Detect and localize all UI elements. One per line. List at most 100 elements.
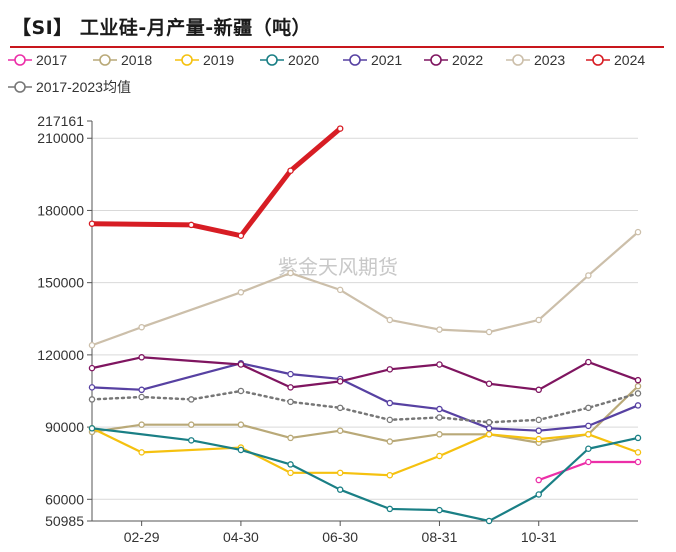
data-point[interactable] bbox=[386, 316, 394, 324]
legend-label: 2022 bbox=[452, 52, 483, 68]
data-point[interactable] bbox=[287, 167, 294, 174]
data-point[interactable] bbox=[485, 431, 493, 438]
legend-item-2018[interactable]: 2018 bbox=[93, 52, 152, 68]
data-point[interactable] bbox=[585, 445, 592, 453]
data-point[interactable] bbox=[585, 431, 592, 438]
data-point[interactable] bbox=[585, 422, 592, 430]
data-point[interactable] bbox=[88, 364, 96, 372]
data-point[interactable] bbox=[336, 486, 344, 493]
data-point[interactable] bbox=[287, 398, 294, 406]
legend-label: 2020 bbox=[288, 52, 319, 68]
data-point[interactable] bbox=[485, 419, 493, 426]
data-point[interactable] bbox=[188, 437, 195, 444]
data-point[interactable] bbox=[436, 452, 443, 460]
series-2023 bbox=[88, 228, 642, 349]
watermark-text: 紫金天风期货 bbox=[278, 256, 398, 279]
data-point[interactable] bbox=[88, 341, 96, 349]
legend-swatch-marker bbox=[266, 54, 278, 66]
data-point[interactable] bbox=[436, 506, 443, 514]
data-point[interactable] bbox=[237, 361, 245, 368]
data-point[interactable] bbox=[634, 228, 642, 236]
data-point[interactable] bbox=[634, 402, 642, 409]
data-point[interactable] bbox=[336, 378, 344, 385]
legend-item-2024[interactable]: 2024 bbox=[586, 52, 645, 68]
data-point[interactable] bbox=[386, 416, 394, 424]
data-point[interactable] bbox=[535, 316, 542, 324]
data-point[interactable] bbox=[436, 414, 443, 421]
data-point[interactable] bbox=[535, 435, 542, 443]
data-point[interactable] bbox=[634, 382, 642, 390]
series-2022 bbox=[88, 354, 642, 394]
data-point[interactable] bbox=[138, 386, 145, 394]
legend-item-2020[interactable]: 2020 bbox=[260, 52, 319, 68]
data-point[interactable] bbox=[188, 421, 195, 428]
y-tick-label: 150000 bbox=[37, 275, 84, 291]
data-point[interactable] bbox=[436, 431, 443, 438]
data-point[interactable] bbox=[485, 517, 493, 525]
data-point[interactable] bbox=[585, 272, 592, 279]
legend-item-2023[interactable]: 2023 bbox=[506, 52, 565, 68]
data-point[interactable] bbox=[237, 232, 245, 239]
data-point[interactable] bbox=[336, 286, 344, 294]
legend-item-2022[interactable]: 2022 bbox=[424, 52, 483, 68]
data-point[interactable] bbox=[287, 269, 294, 277]
data-point[interactable] bbox=[138, 354, 145, 361]
data-point[interactable] bbox=[436, 405, 443, 413]
data-point[interactable] bbox=[138, 323, 145, 331]
data-point[interactable] bbox=[138, 393, 145, 401]
data-point[interactable] bbox=[287, 370, 294, 378]
series-line bbox=[89, 126, 343, 239]
data-point[interactable] bbox=[188, 396, 195, 403]
data-point[interactable] bbox=[386, 438, 394, 445]
data-point[interactable] bbox=[485, 380, 493, 388]
x-tick-label: 06-30 bbox=[322, 529, 358, 545]
data-point[interactable] bbox=[634, 434, 642, 442]
legend: 2017 2018 2019 2020 2021 2022 2023 2024 2017-202… bbox=[8, 52, 645, 95]
data-point[interactable] bbox=[535, 416, 542, 424]
data-point[interactable] bbox=[138, 421, 145, 428]
data-point[interactable] bbox=[88, 220, 96, 227]
data-point[interactable] bbox=[336, 404, 344, 412]
data-point[interactable] bbox=[585, 358, 592, 366]
data-point[interactable] bbox=[386, 399, 394, 407]
legend-item-2017[interactable]: 2017 bbox=[8, 52, 67, 68]
data-point[interactable] bbox=[634, 458, 642, 466]
data-point[interactable] bbox=[485, 328, 493, 336]
data-point[interactable] bbox=[336, 469, 344, 477]
data-point[interactable] bbox=[436, 326, 443, 333]
data-point[interactable] bbox=[634, 376, 642, 384]
data-point[interactable] bbox=[237, 387, 245, 395]
legend-item-2019[interactable]: 2019 bbox=[175, 52, 234, 68]
legend-swatch-marker bbox=[14, 81, 26, 93]
data-point[interactable] bbox=[336, 125, 344, 132]
data-point[interactable] bbox=[386, 471, 394, 479]
data-point[interactable] bbox=[188, 221, 195, 229]
data-point[interactable] bbox=[634, 390, 642, 397]
legend-item-2021[interactable]: 2021 bbox=[343, 52, 402, 68]
data-point[interactable] bbox=[436, 361, 443, 368]
data-point[interactable] bbox=[237, 421, 245, 428]
data-point[interactable] bbox=[88, 425, 96, 432]
data-point[interactable] bbox=[585, 458, 592, 466]
data-point[interactable] bbox=[634, 449, 642, 456]
data-point[interactable] bbox=[535, 427, 542, 434]
data-point[interactable] bbox=[485, 425, 493, 432]
data-point[interactable] bbox=[287, 461, 294, 468]
data-point[interactable] bbox=[287, 434, 294, 442]
data-point[interactable] bbox=[88, 384, 96, 391]
data-point[interactable] bbox=[287, 384, 294, 391]
data-point[interactable] bbox=[287, 469, 294, 477]
data-point[interactable] bbox=[535, 386, 542, 394]
legend-label: 2017-2023均值 bbox=[36, 79, 131, 95]
data-point[interactable] bbox=[386, 505, 394, 513]
data-point[interactable] bbox=[88, 396, 96, 403]
data-point[interactable] bbox=[138, 449, 145, 456]
data-point[interactable] bbox=[535, 491, 542, 498]
data-point[interactable] bbox=[237, 289, 245, 296]
data-point[interactable] bbox=[535, 476, 542, 484]
data-point[interactable] bbox=[237, 446, 245, 454]
data-point[interactable] bbox=[585, 404, 592, 412]
data-point[interactable] bbox=[336, 427, 344, 434]
data-point[interactable] bbox=[386, 366, 394, 373]
legend-item-2017-2023均值[interactable]: 2017-2023均值 bbox=[8, 79, 131, 95]
